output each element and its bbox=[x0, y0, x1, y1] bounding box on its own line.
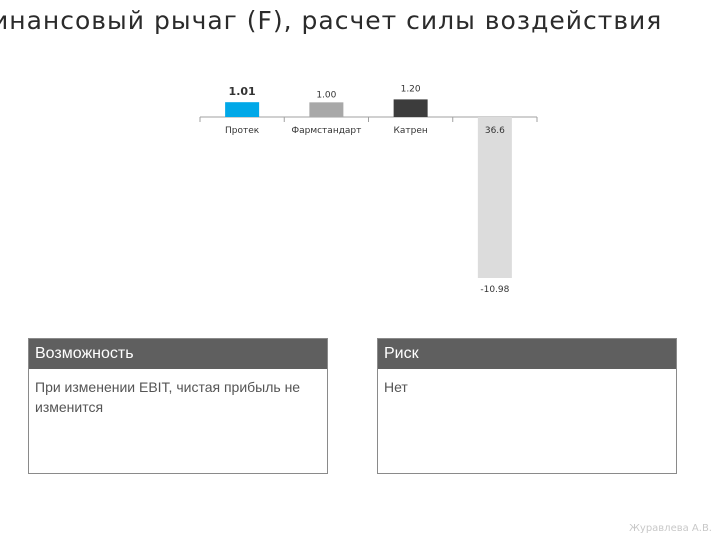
data-label-1: 1.01 bbox=[229, 85, 256, 98]
bar-1 bbox=[225, 102, 260, 117]
bar-3 bbox=[393, 99, 428, 117]
risk-text: Нет bbox=[384, 379, 408, 395]
risk-box: Риск Нет bbox=[377, 338, 677, 474]
data-label-4: -10.98 bbox=[480, 285, 509, 295]
risk-header: Риск bbox=[378, 339, 676, 369]
bar-2 bbox=[309, 102, 344, 117]
category-label-2: Фармстандарт bbox=[291, 126, 361, 136]
leverage-bar-chart: 1.01 Протек 1.00 Фармстандарт 1.20 Катрен -10.… bbox=[199, 84, 538, 295]
bar-4 bbox=[477, 117, 512, 278]
data-label-3: 1.20 bbox=[401, 84, 421, 94]
data-label-2: 1.00 bbox=[316, 90, 336, 100]
opportunity-box: Возможность При изменении EBIT, чистая п… bbox=[28, 338, 328, 474]
category-label-1: Протек bbox=[225, 126, 260, 136]
opportunity-header: Возможность bbox=[29, 339, 327, 369]
author-label: Журавлева А.В. bbox=[629, 523, 712, 534]
extra-value-label: 36.6 bbox=[485, 126, 505, 136]
category-label-3: Катрен bbox=[393, 126, 427, 136]
slide-title: инансовый рычаг (F), расчет силы воздейс… bbox=[0, 6, 663, 35]
opportunity-text: При изменении EBIT, чистая прибыль не из… bbox=[35, 379, 301, 415]
